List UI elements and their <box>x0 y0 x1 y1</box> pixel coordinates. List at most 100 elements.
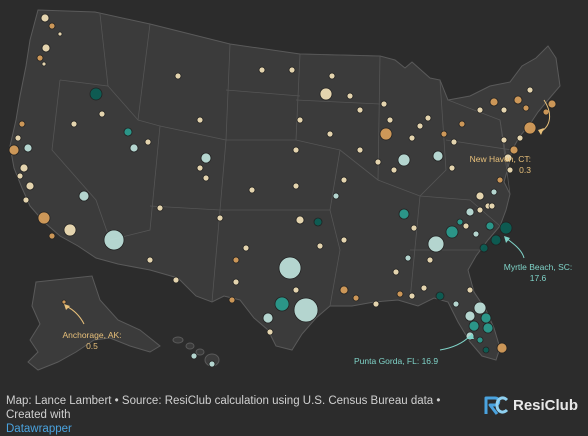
metro-bubble[interactable] <box>476 206 484 214</box>
metro-bubble[interactable] <box>37 211 51 225</box>
metro-bubble[interactable] <box>482 346 490 354</box>
metro-bubble[interactable] <box>216 214 224 222</box>
metro-bubble[interactable] <box>316 242 324 250</box>
metro-bubble[interactable] <box>89 87 103 101</box>
metro-bubble[interactable] <box>57 31 63 37</box>
metro-bubble[interactable] <box>144 138 152 146</box>
metro-bubble[interactable] <box>103 229 125 251</box>
metro-bubble[interactable] <box>523 121 537 135</box>
metro-bubble[interactable] <box>397 153 411 167</box>
metro-bubble[interactable] <box>496 176 504 184</box>
datawrapper-link[interactable]: Datawrapper <box>6 423 72 435</box>
metro-bubble[interactable] <box>356 106 364 114</box>
metro-bubble[interactable] <box>452 300 460 308</box>
metro-bubble[interactable] <box>380 100 388 108</box>
metro-bubble[interactable] <box>339 285 349 295</box>
metro-bubble[interactable] <box>232 278 240 286</box>
metro-bubble[interactable] <box>372 300 380 308</box>
metro-bubble[interactable] <box>288 66 296 74</box>
metro-bubble[interactable] <box>292 286 300 294</box>
metro-bubble[interactable] <box>190 352 198 360</box>
metro-bubble[interactable] <box>78 190 90 202</box>
metro-bubble[interactable] <box>36 54 44 62</box>
metro-bubble[interactable] <box>426 256 434 264</box>
metro-bubble[interactable] <box>432 150 444 162</box>
metro-bubble[interactable] <box>98 110 106 118</box>
metro-bubble[interactable] <box>25 181 35 191</box>
metro-bubble[interactable] <box>262 312 274 324</box>
metro-bubble[interactable] <box>410 224 418 232</box>
metro-bubble[interactable] <box>23 143 33 153</box>
metro-bubble[interactable] <box>390 166 398 174</box>
metro-bubble[interactable] <box>475 191 485 201</box>
metro-bubble[interactable] <box>228 296 236 304</box>
metro-bubble[interactable] <box>156 204 164 212</box>
metro-bubble[interactable] <box>352 294 360 302</box>
metro-bubble[interactable] <box>445 225 459 239</box>
metro-bubble[interactable] <box>248 186 256 194</box>
metro-bubble[interactable] <box>374 158 382 166</box>
metro-bubble[interactable] <box>473 301 487 315</box>
metro-bubble[interactable] <box>513 95 523 105</box>
metro-bubble[interactable] <box>172 276 180 284</box>
metro-bubble[interactable] <box>22 196 30 204</box>
metro-bubble[interactable] <box>500 106 508 114</box>
metro-bubble[interactable] <box>48 22 56 30</box>
metro-bubble[interactable] <box>485 221 495 231</box>
metro-bubble[interactable] <box>70 120 78 128</box>
metro-bubble[interactable] <box>63 223 77 237</box>
metro-bubble[interactable] <box>522 104 530 112</box>
metro-bubble[interactable] <box>448 164 456 172</box>
metro-bubble[interactable] <box>14 134 22 142</box>
metro-bubble[interactable] <box>48 232 56 240</box>
metro-bubble[interactable] <box>8 144 20 156</box>
metro-bubble[interactable] <box>490 188 498 196</box>
metro-bubble[interactable] <box>542 108 550 116</box>
metro-bubble[interactable] <box>202 174 210 182</box>
metro-bubble[interactable] <box>356 146 364 154</box>
metro-bubble[interactable] <box>408 134 416 142</box>
metro-bubble[interactable] <box>41 61 47 67</box>
metro-bubble[interactable] <box>196 164 204 172</box>
metro-bubble[interactable] <box>123 127 133 137</box>
metro-bubble[interactable] <box>476 106 484 114</box>
metro-bubble[interactable] <box>313 217 323 227</box>
metro-bubble[interactable] <box>516 134 524 142</box>
metro-bubble[interactable] <box>146 256 154 264</box>
metro-bubble[interactable] <box>292 146 300 154</box>
metro-bubble[interactable] <box>466 286 474 294</box>
metro-bubble[interactable] <box>346 92 354 100</box>
metro-bubble[interactable] <box>398 208 410 220</box>
metro-bubble[interactable] <box>416 122 424 130</box>
metro-bubble[interactable] <box>472 230 480 238</box>
metro-bubble[interactable] <box>465 207 475 217</box>
metro-bubble[interactable] <box>16 172 24 180</box>
metro-bubble[interactable] <box>509 145 519 155</box>
metro-bubble[interactable] <box>503 153 513 163</box>
metro-bubble[interactable] <box>196 116 204 124</box>
metro-bubble[interactable] <box>476 336 484 344</box>
metro-bubble[interactable] <box>61 299 67 305</box>
metro-bubble[interactable] <box>295 215 305 225</box>
metro-bubble[interactable] <box>19 163 29 173</box>
metro-bubble[interactable] <box>40 13 50 23</box>
metro-bubble[interactable] <box>278 256 302 280</box>
metro-bubble[interactable] <box>440 130 448 138</box>
metro-bubble[interactable] <box>488 202 496 210</box>
metro-bubble[interactable] <box>424 114 432 122</box>
metro-bubble[interactable] <box>386 116 394 124</box>
metro-bubble[interactable] <box>174 72 182 80</box>
metro-bubble[interactable] <box>379 127 393 141</box>
metro-bubble[interactable] <box>274 296 290 312</box>
metro-bubble[interactable] <box>547 99 557 109</box>
metro-bubble[interactable] <box>506 166 514 174</box>
metro-bubble[interactable] <box>458 120 466 128</box>
metro-bubble[interactable] <box>293 297 319 323</box>
metro-bubble[interactable] <box>499 221 513 235</box>
metro-bubble[interactable] <box>464 310 476 322</box>
metro-bubble[interactable] <box>490 234 502 246</box>
metro-bubble[interactable] <box>427 235 445 253</box>
metro-bubble[interactable] <box>404 254 412 262</box>
metro-bubble[interactable] <box>500 136 508 144</box>
metro-bubble[interactable] <box>435 291 445 301</box>
